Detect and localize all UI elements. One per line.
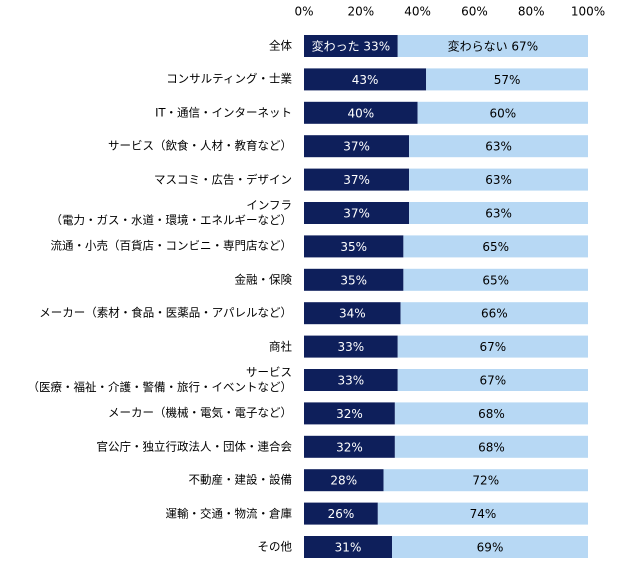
value-label: 67%	[480, 340, 507, 354]
value-label: 37%	[343, 207, 370, 221]
bar-segment	[403, 235, 588, 258]
value-label: 35%	[340, 273, 367, 287]
category-label: 商社	[269, 339, 292, 354]
category-label: 運輸・交通・物流・倉庫	[165, 506, 293, 521]
bar-segment	[304, 435, 395, 458]
category-label: 金融・保険	[234, 272, 293, 287]
bar-segment	[394, 402, 588, 425]
bar-segment	[417, 101, 588, 124]
bar-segment	[304, 369, 398, 391]
value-label: 31%	[335, 541, 362, 555]
category-label: インフラ （電力・ガス・水道・環境・エネルギーなど）	[50, 198, 293, 227]
bar-segment	[304, 402, 395, 425]
value-label: 68%	[478, 407, 505, 421]
bar-segment	[400, 302, 588, 325]
value-label: 72%	[472, 474, 499, 488]
bar-segment	[403, 268, 588, 291]
value-label: 63%	[485, 140, 512, 154]
bar-segment	[397, 369, 588, 391]
bar-segment	[392, 536, 588, 558]
bar-segment	[304, 135, 410, 158]
category-label: 不動産・建設・設備	[188, 472, 293, 487]
bar-segment	[304, 35, 398, 57]
bar-segment	[304, 469, 384, 492]
category-label: その他	[257, 539, 293, 554]
category-label: サービス（飲食・人材・教育など）	[108, 138, 292, 153]
x-tick-label: 0%	[294, 5, 313, 19]
category-label: コンサルティング・士業	[166, 71, 292, 86]
bar-segment	[304, 202, 410, 224]
value-label: 63%	[485, 173, 512, 187]
bar-segment	[304, 268, 404, 291]
bar-segment	[409, 168, 588, 191]
value-label: 37%	[343, 140, 370, 154]
category-label: IT・通信・インターネット	[155, 105, 292, 120]
x-tick-label: 80%	[518, 5, 545, 19]
value-label: 28%	[330, 474, 357, 488]
bar-segment	[397, 335, 588, 358]
category-label: マスコミ・広告・デザイン	[154, 172, 292, 187]
bar-segment	[409, 202, 588, 224]
bar-segment	[304, 68, 427, 91]
x-tick-label: 40%	[404, 5, 431, 19]
category-label: メーカー（素材・食品・医薬品・アパレルなど）	[39, 305, 292, 320]
category-label: 全体	[269, 38, 292, 53]
bar-segment	[383, 469, 588, 492]
bar-segment	[304, 235, 404, 258]
bar-segment	[377, 502, 588, 525]
value-label: 34%	[339, 307, 366, 321]
category-label: サービス （医療・福祉・介護・警備・旅行・イベントなど）	[27, 365, 293, 394]
value-label: 67%	[480, 374, 507, 388]
bar-segment	[304, 536, 393, 558]
bar-segment	[426, 68, 588, 91]
value-label: 68%	[478, 440, 505, 454]
value-label: 32%	[336, 407, 363, 421]
value-label: 33%	[338, 340, 365, 354]
bar-segment	[409, 135, 588, 158]
value-label: 65%	[482, 240, 509, 254]
bar-segment	[304, 168, 410, 191]
value-label: 37%	[343, 173, 370, 187]
bar-segment	[397, 35, 588, 57]
value-label: 33%	[338, 374, 365, 388]
value-label: 32%	[336, 440, 363, 454]
value-label: 60%	[489, 106, 516, 120]
category-label: 官公庁・独立行政法人・団体・連合会	[96, 439, 293, 454]
category-label: メーカー（機械・電気・電子など）	[108, 405, 292, 420]
bar-segment	[304, 302, 401, 325]
x-tick-label: 20%	[347, 5, 374, 19]
x-tick-label: 60%	[461, 5, 488, 19]
value-label: 65%	[482, 273, 509, 287]
value-label: 40%	[347, 106, 374, 120]
value-label: 69%	[477, 541, 504, 555]
value-label: 74%	[470, 507, 497, 521]
bar-segment	[304, 101, 418, 124]
bar-segment	[304, 502, 378, 525]
value-label: 66%	[481, 307, 508, 321]
value-label: 63%	[485, 207, 512, 221]
value-label: 43%	[352, 73, 379, 87]
value-label: 変わった 33%	[312, 39, 391, 54]
value-label: 変わらない 67%	[448, 39, 539, 54]
value-label: 57%	[494, 73, 521, 87]
value-label: 26%	[328, 507, 355, 521]
x-tick-label: 100%	[571, 5, 605, 19]
bar-segment	[304, 335, 398, 358]
value-label: 35%	[340, 240, 367, 254]
bar-segment	[394, 435, 588, 458]
category-label: 流通・小売（百貨店・コンビニ・専門店など）	[50, 238, 293, 253]
